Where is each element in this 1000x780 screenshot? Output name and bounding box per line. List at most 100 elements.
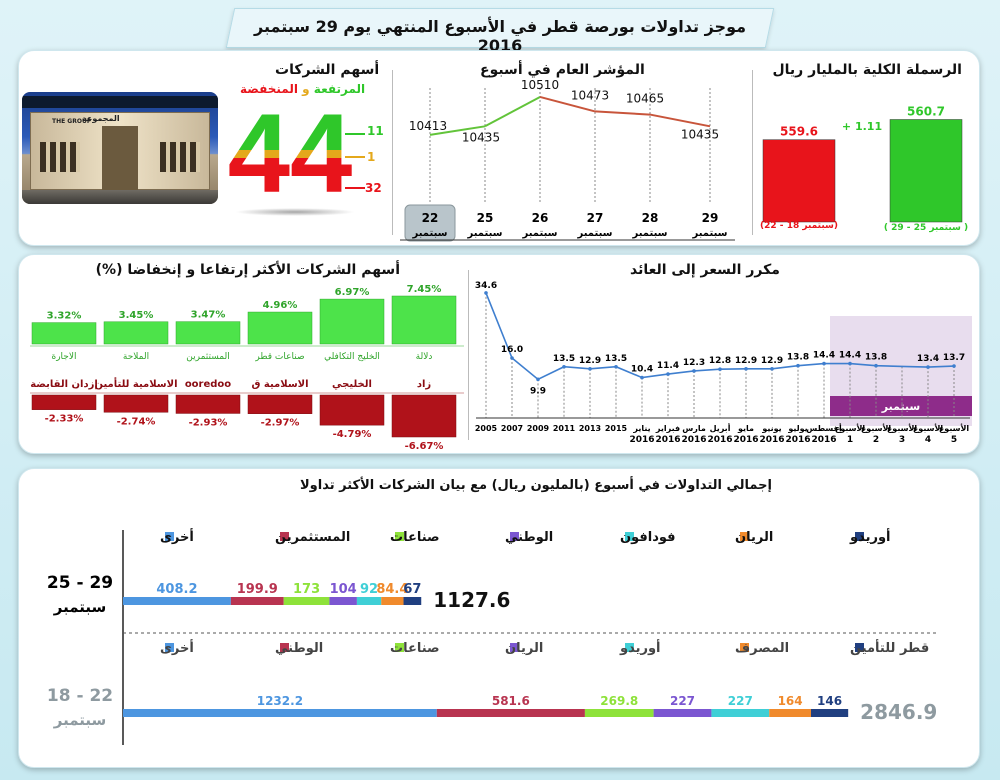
w2-legend-label: أوريدو [619,639,661,656]
stocks-subtitle-down: المنخفضة [240,82,298,96]
w2-legend-label: أخرى [160,639,194,656]
loser-pct: -2.33% [45,414,84,425]
gainer-bar [247,311,313,345]
pe-title: مكرر السعر إلى العائد [630,262,780,278]
pe-point [666,372,670,376]
pe-point [744,367,748,371]
trading-title: إجمالي التداولات في أسبوع (بالمليون ريال… [300,478,772,493]
w2-segment-label: 227 [670,694,695,708]
pe-value-label: 9.9 [530,386,546,396]
pe-svg: سبتمبر 34.6 16.0 9.9 13.5 12.9 13.5 10.4 11.4 12.… [475,281,972,445]
loser-pct: -6.67% [405,441,444,450]
stocks-down-count: 32 [365,181,382,195]
pe-x-label-2: 3 [899,435,905,445]
movers-svg: 7.45% دلالة 6.97% الخليج التكافلي 4.96% صناعا… [30,284,464,450]
gainer-bar [175,321,241,345]
separator [752,70,753,235]
stocks-total-flat: 44 [228,100,352,200]
loser-pct: -4.79% [333,429,372,440]
pe-point [640,375,644,380]
building-window-right [160,142,200,172]
gainer-bar [319,298,385,345]
pe-x-label: الأسبوع [887,423,918,433]
stocks-up-count: 11 [367,124,384,138]
w2-segment [810,709,849,717]
w2-legend-swatch [740,643,749,652]
market-cap-bar [762,139,836,223]
w2-segment-label: 164 [778,694,803,708]
index-month-label: سبتمبر [521,228,557,239]
building-photo: THE GROUP المجموعة [22,92,218,204]
w1-legend-label: أوريدو [849,528,891,545]
gainer-name: دلالة [416,352,433,362]
w2-segment-label: 146 [817,694,842,708]
pe-x-label: مايو [737,424,754,433]
loser-bar [103,394,169,413]
pe-x-label-2: 4 [925,435,931,445]
w1-legend-label: المستثمرين [275,530,350,545]
w2-segment-label: 227 [728,694,753,708]
market-cap-curr-label: ( سبتمبر 25 - 29 ) [884,223,968,233]
market-cap-svg: 559.6 560.7 + 1.11 (سبتمبر 18 - 22) ( سبتمبر… [760,105,968,234]
pe-x-label: يونيو [761,424,781,433]
pe-value-label: 12.3 [683,358,705,368]
gainer-name: المستثمرين [186,352,229,362]
w1-segment-label: 92 [360,582,378,597]
market-cap-bar-value: 560.7 [907,105,945,119]
gainer-pct: 3.45% [119,310,154,321]
pe-point [952,364,956,368]
pe-point [770,367,774,371]
w2-legend-label: صناعات [390,641,440,656]
tick-down [345,187,365,189]
loser-name: الخليجي [332,379,372,390]
movers-chart: 7.45% دلالة 6.97% الخليج التكافلي 4.96% صناعا… [28,280,468,450]
pe-x-label: الأسبوع [861,423,892,433]
w2-segment-label: 1232.2 [257,694,303,708]
pe-x-label: 2005 [475,424,498,433]
pe-x-label: 2013 [579,424,601,433]
ticker-board [22,96,218,108]
gainer-pct: 3.32% [47,311,82,322]
pe-point [484,291,488,295]
building-sign-en: THE GROUP [52,118,92,125]
pe-x-label-2: 2016 [785,435,810,445]
index-highlight-box [404,204,456,242]
w1-segment-label: 67 [403,582,421,597]
gainer-bar [103,321,169,345]
w1-legend-label: فودافون [620,530,676,545]
pe-x-label-2: 2016 [707,435,732,445]
pe-point [718,367,722,371]
index-segment [539,95,596,113]
stocks-flat-count: 1 [367,150,376,164]
index-month-label: سبتمبر [576,228,612,239]
gainer-bar [31,322,97,345]
w1-segment-label: 104 [330,582,357,597]
building-sign-ar: المجموعة [82,114,120,123]
pe-value-label: 12.9 [761,356,783,366]
w1-legend-label: الوطني [505,530,553,545]
market-cap-bar [889,119,963,223]
w1-legend-label: صناعات [390,530,440,545]
index-segment [484,96,541,128]
index-day-label: 27 [587,211,604,225]
w2-segment [769,709,811,717]
w2-segment [653,709,712,717]
w2-segment [436,709,585,717]
loser-name: زاد [417,379,432,390]
pe-x-label: الأسبوع [913,423,944,433]
pe-x-label: يوليو [787,424,807,433]
pe-point [926,365,930,369]
pe-x-label-2: 2016 [811,435,836,445]
pe-value-label: 14.4 [813,351,835,361]
loser-name: ooredoo [185,379,231,390]
stocks-subtitle-and: و [302,82,310,96]
gainer-pct: 3.47% [191,310,226,321]
stocks-subtitle-up: المرتفعة [313,82,366,96]
separator [392,70,393,235]
index-day-label: 22 [422,211,439,225]
index-point-label: 10413 [409,119,447,133]
w2-segment [584,709,654,717]
pe-x-label-2: 1 [847,435,853,445]
w2-legend-swatch [395,643,404,652]
gainer-name: الخليج التكافلي [324,352,380,362]
